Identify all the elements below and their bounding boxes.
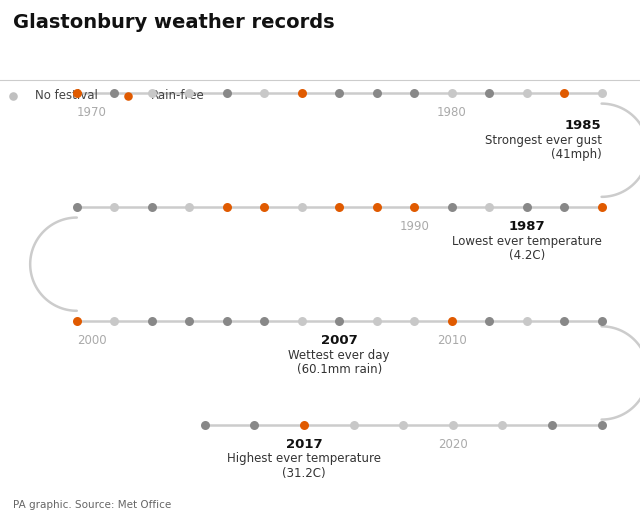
Point (484, 89, 494, 97)
Text: 2020: 2020 (438, 438, 468, 451)
Point (448, 421, 458, 429)
Text: 2000: 2000 (77, 334, 106, 347)
Text: 1970: 1970 (77, 106, 107, 119)
Text: (31.2C): (31.2C) (282, 467, 326, 480)
Point (447, 317, 457, 325)
Point (372, 89, 382, 97)
Point (184, 89, 195, 97)
Point (497, 421, 508, 429)
Point (184, 317, 195, 325)
Point (221, 203, 232, 211)
Point (398, 421, 408, 429)
Text: (4.2C): (4.2C) (509, 249, 545, 262)
Text: PA graphic. Source: Met Office: PA graphic. Source: Met Office (13, 500, 171, 510)
Point (596, 421, 607, 429)
Point (184, 203, 195, 211)
Text: Rain-free: Rain-free (150, 89, 204, 103)
Point (259, 203, 269, 211)
Point (72, 317, 82, 325)
Point (221, 89, 232, 97)
Point (596, 317, 607, 325)
Point (296, 89, 307, 97)
Point (559, 317, 569, 325)
Point (249, 421, 260, 429)
Text: 1990: 1990 (399, 220, 429, 233)
Point (147, 89, 157, 97)
Point (409, 317, 419, 325)
Point (72, 203, 82, 211)
Text: Wettest ever day: Wettest ever day (289, 349, 390, 362)
Text: (60.1mm rain): (60.1mm rain) (296, 363, 382, 376)
Point (221, 317, 232, 325)
Point (109, 89, 120, 97)
Text: Strongest ever gust: Strongest ever gust (484, 134, 602, 147)
Point (349, 421, 359, 429)
Point (334, 203, 344, 211)
Point (147, 203, 157, 211)
Point (147, 317, 157, 325)
Text: 1980: 1980 (436, 106, 467, 119)
Point (547, 421, 557, 429)
Text: Highest ever temperature: Highest ever temperature (227, 452, 381, 465)
Point (447, 203, 457, 211)
Point (409, 203, 419, 211)
Point (447, 89, 457, 97)
Text: (41mph): (41mph) (551, 148, 602, 161)
Point (559, 89, 569, 97)
Point (259, 317, 269, 325)
Point (109, 317, 120, 325)
Text: 2010: 2010 (436, 334, 467, 347)
Text: Lowest ever temperature: Lowest ever temperature (452, 235, 602, 248)
Point (559, 203, 569, 211)
Point (372, 317, 382, 325)
Point (596, 203, 607, 211)
Point (259, 89, 269, 97)
Point (200, 421, 210, 429)
Point (123, 92, 133, 100)
Text: 2017: 2017 (285, 438, 323, 451)
Point (484, 317, 494, 325)
Point (72, 89, 82, 97)
Point (334, 89, 344, 97)
Point (484, 203, 494, 211)
Text: 1985: 1985 (565, 119, 602, 132)
Point (299, 421, 309, 429)
Text: No festival: No festival (35, 89, 98, 103)
Point (522, 203, 532, 211)
Text: Glastonbury weather records: Glastonbury weather records (13, 13, 335, 32)
Point (372, 203, 382, 211)
Point (522, 89, 532, 97)
Point (296, 203, 307, 211)
Point (296, 317, 307, 325)
Point (409, 89, 419, 97)
Point (596, 89, 607, 97)
Point (8, 92, 18, 100)
Text: 2007: 2007 (321, 334, 358, 347)
Point (109, 203, 120, 211)
Point (334, 317, 344, 325)
Text: 1987: 1987 (508, 220, 545, 233)
Point (522, 317, 532, 325)
